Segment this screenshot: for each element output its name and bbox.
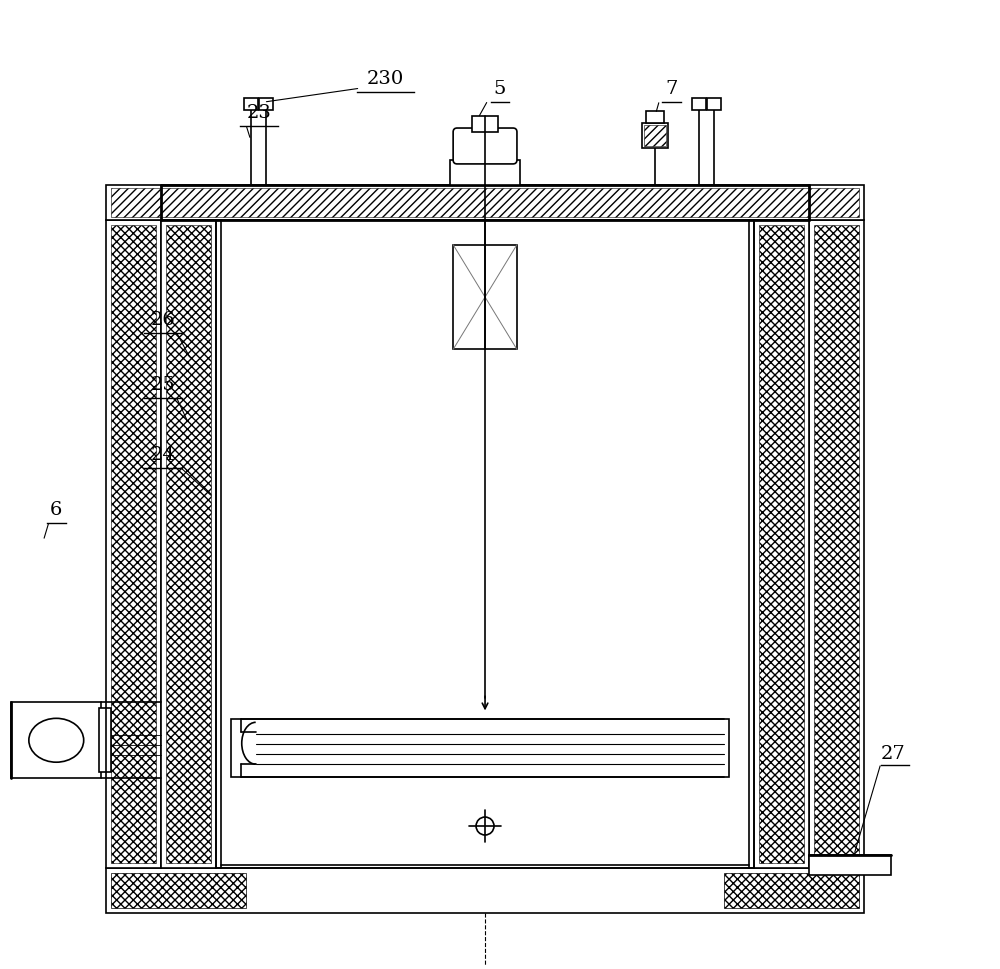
Bar (754, 220, 809, 868)
Bar (244, 98, 258, 110)
Text: 230: 230 (367, 70, 404, 88)
Bar (111, 188, 859, 217)
Bar (450, 160, 520, 185)
Bar (106, 185, 864, 220)
Bar (646, 111, 664, 123)
Text: 5: 5 (494, 80, 506, 98)
Text: 25: 25 (151, 376, 175, 394)
Text: 27: 27 (881, 745, 906, 764)
Bar (106, 220, 161, 868)
Bar (809, 220, 864, 868)
Bar (259, 98, 273, 110)
Bar (759, 225, 804, 863)
Bar (111, 225, 156, 863)
Bar (11, 703, 101, 778)
Bar (692, 98, 706, 110)
Bar (644, 125, 666, 146)
Text: 23: 23 (246, 104, 271, 122)
Text: 6: 6 (50, 501, 62, 519)
Bar (453, 245, 517, 350)
Bar (814, 225, 859, 863)
Text: 7: 7 (665, 80, 678, 98)
Bar (642, 123, 668, 148)
Bar (472, 116, 498, 132)
Bar (166, 225, 211, 863)
FancyBboxPatch shape (453, 128, 517, 164)
Text: 26: 26 (151, 311, 175, 329)
Bar (111, 873, 246, 908)
Bar (221, 220, 749, 865)
Bar (707, 98, 721, 110)
Bar (106, 868, 864, 913)
Ellipse shape (29, 718, 84, 763)
Bar (724, 873, 859, 908)
Text: 24: 24 (151, 446, 175, 464)
Bar (809, 855, 891, 875)
Bar (231, 719, 729, 777)
Bar (161, 220, 216, 868)
Bar (99, 708, 111, 772)
